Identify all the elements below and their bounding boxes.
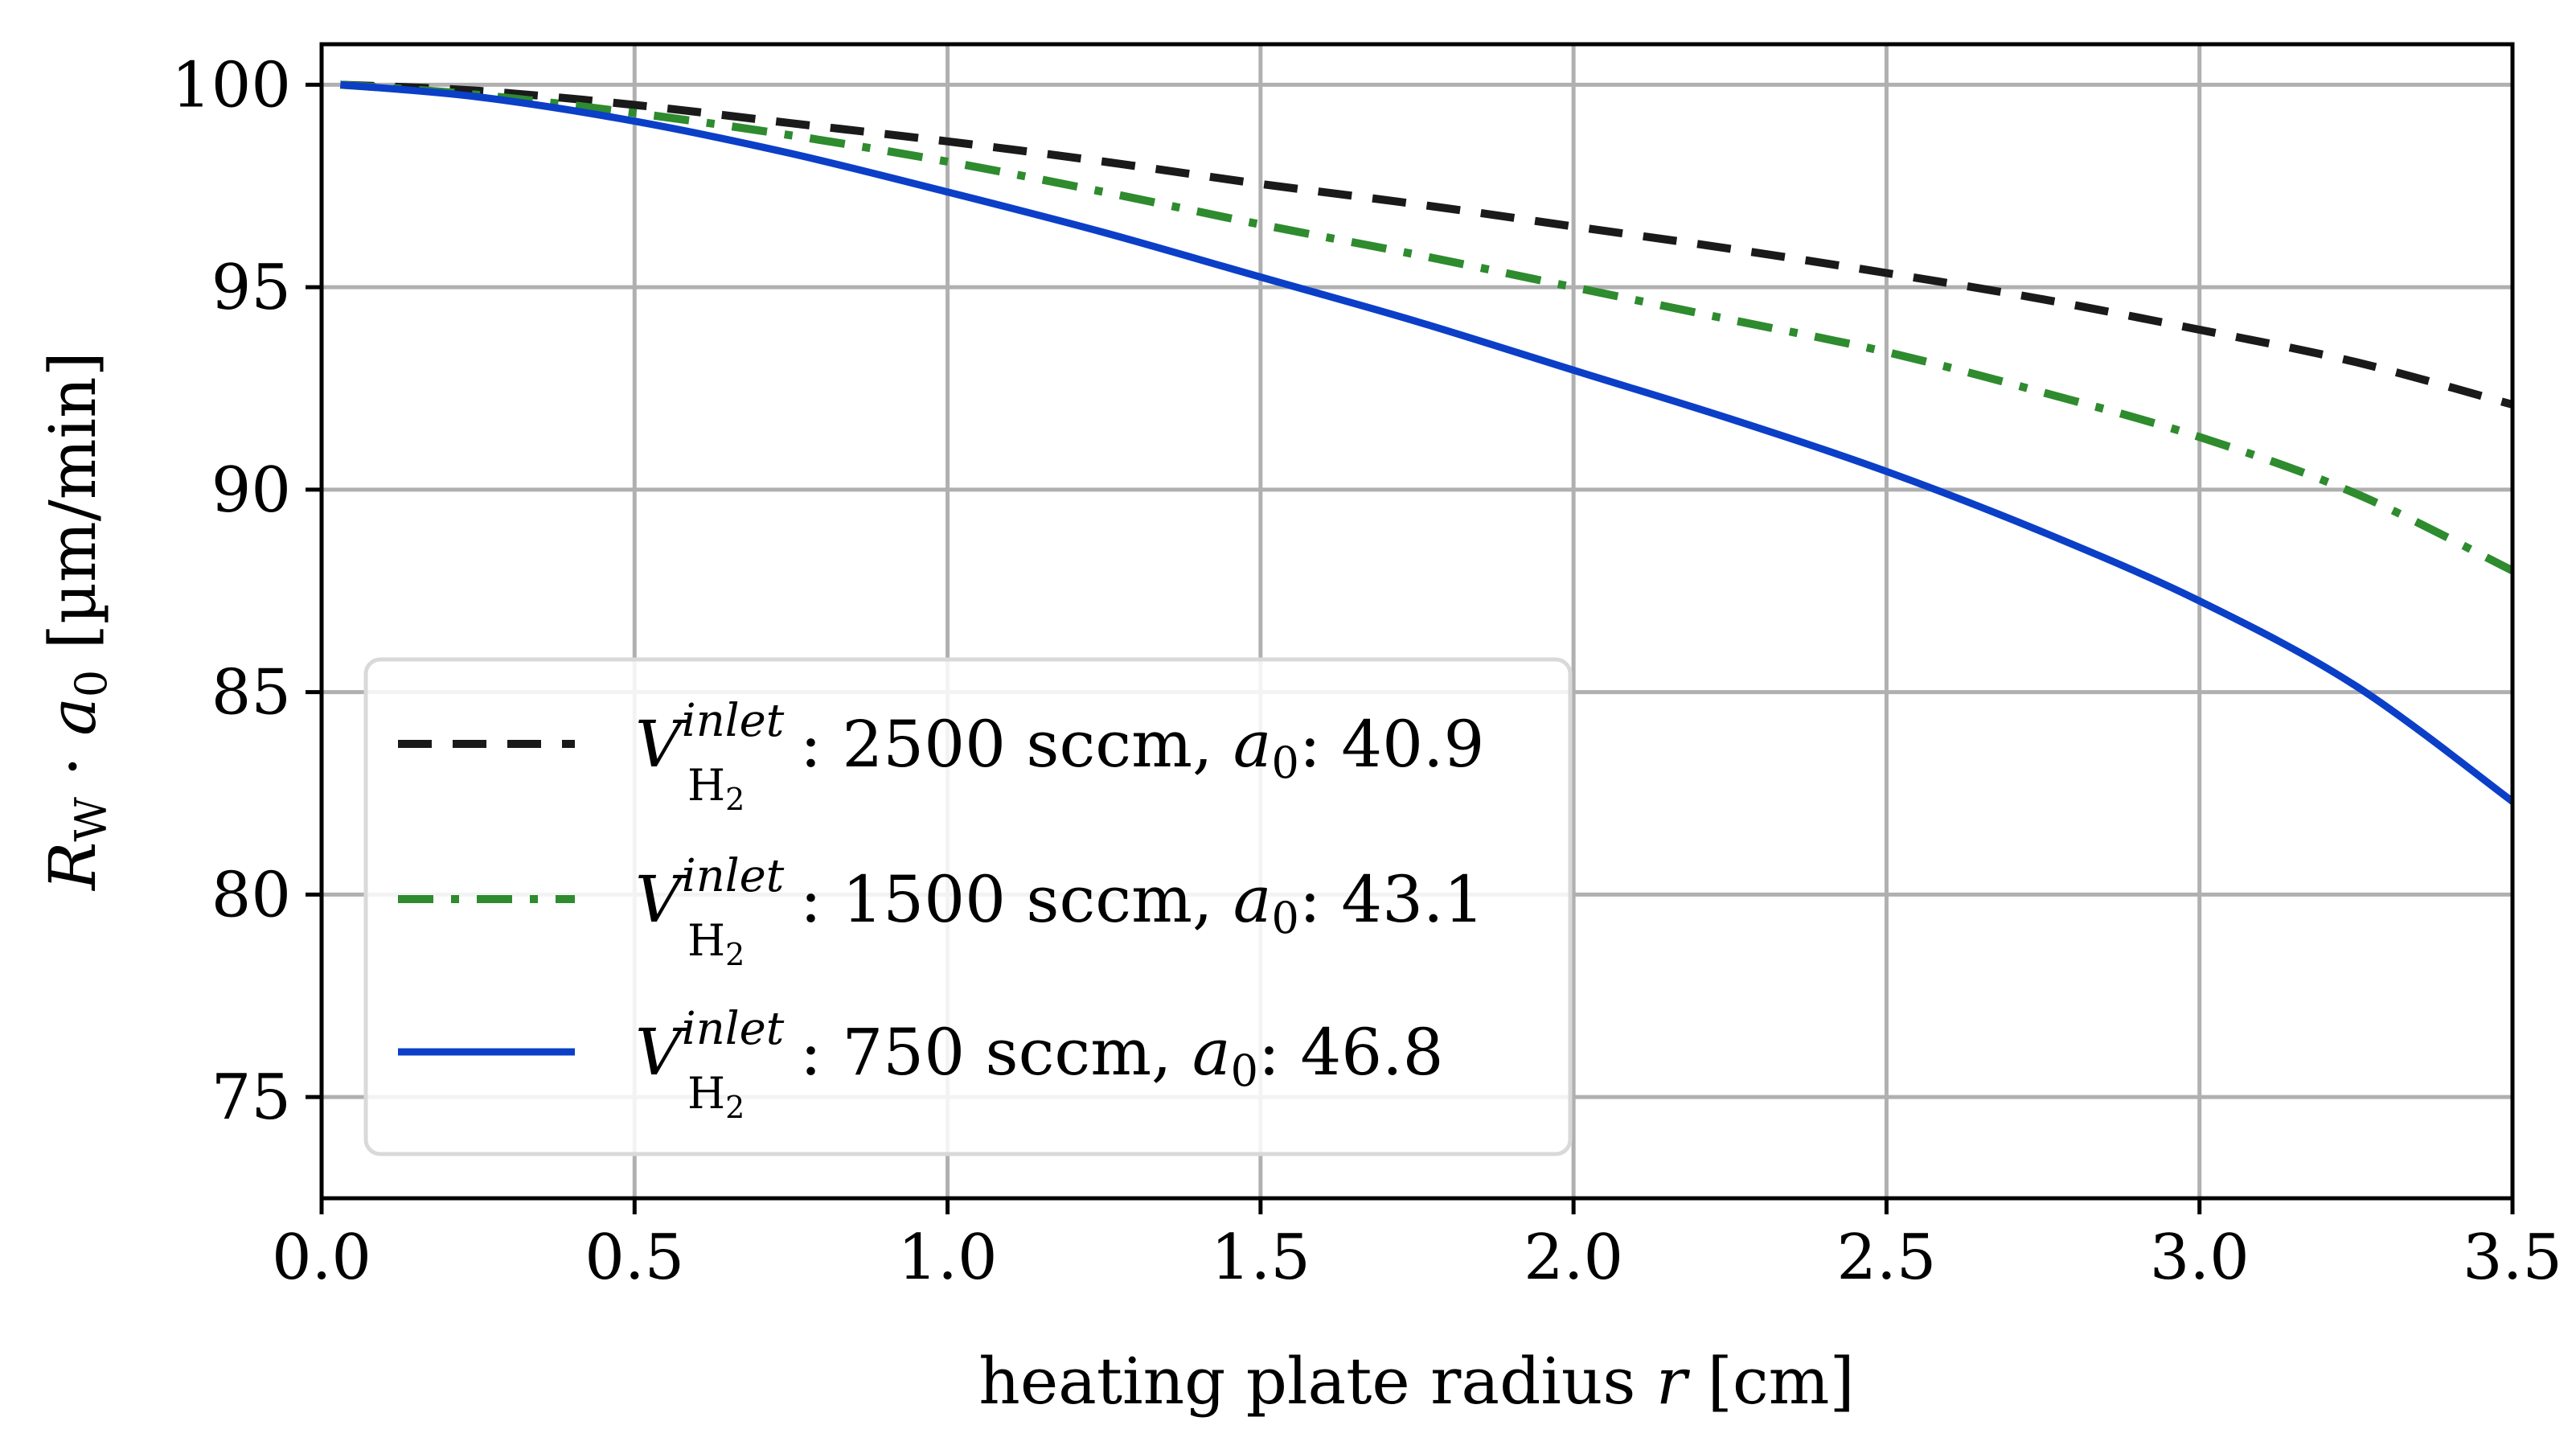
series-line-750	[340, 80, 2515, 805]
x-axis-label-var: r	[1656, 1344, 1691, 1419]
legend-entry-2500: Vinlet H2: 2500 sccm, a0: 40.9	[635, 695, 1484, 817]
x-tick-label: 2.5	[1836, 1222, 1936, 1294]
legend-a-index: 0	[1272, 893, 1299, 943]
legend-a-colon: :	[1299, 707, 1341, 782]
x-axis-label: heating plate radius r [cm]	[978, 1344, 1854, 1419]
legend-symbol-v: V	[635, 707, 687, 782]
legend-a-symbol: a	[1233, 707, 1272, 782]
y-tick-label: 75	[211, 1062, 291, 1134]
x-tick-label: 3.0	[2150, 1222, 2250, 1294]
series-line-1500	[340, 80, 2515, 575]
legend-sub: H	[687, 1068, 725, 1119]
legend-a-colon: :	[1299, 862, 1341, 937]
x-tick-label: 1.0	[898, 1222, 998, 1294]
legend-sub-index: 2	[725, 937, 744, 972]
legend-sub-index: 2	[725, 1090, 744, 1125]
legend-symbol-v: V	[635, 1015, 687, 1090]
plot-frame	[319, 42, 2515, 1201]
y-axis-label-dot: ·	[35, 736, 110, 797]
legend-a0-value: 43.1	[1341, 862, 1484, 937]
y-tick-label: 80	[211, 859, 291, 931]
x-tick-label: 3.5	[2463, 1222, 2562, 1294]
legend-flow-value: 2500	[842, 707, 1006, 782]
series-layer	[340, 80, 2515, 805]
legend-a-index: 0	[1272, 737, 1299, 788]
y-axis-label-a: a	[35, 697, 110, 736]
x-tick-label: 0.0	[272, 1222, 371, 1294]
legend-sub-index: 2	[725, 782, 744, 817]
y-axis-label-R-sub: W	[66, 797, 117, 842]
x-tick-label: 2.0	[1524, 1222, 1623, 1294]
y-axis-label-unit: [µm/min]	[35, 351, 110, 670]
x-tick-label: 0.5	[585, 1222, 684, 1294]
legend: Vinlet H2: 2500 sccm, a0: 40.9 Vinlet H2: …	[363, 657, 1573, 1156]
y-tick-label: 95	[211, 252, 291, 324]
ticks: 0.0 0.5 1.0 1.5 2.0 2.5 3.0 3.5 75 80 85 90 95 100	[171, 49, 2562, 1294]
legend-entry-1500: Vinlet H2: 1500 sccm, a0: 43.1	[635, 850, 1484, 972]
x-tick-label: 1.5	[1211, 1222, 1311, 1294]
x-axis-label-pre: heating plate radius	[978, 1344, 1656, 1419]
y-axis-label: RW · a0 [µm/min]	[35, 351, 117, 892]
legend-colon: :	[800, 1015, 842, 1090]
legend-symbol-v: V	[635, 862, 687, 937]
legend-a0-value: 40.9	[1341, 707, 1484, 782]
legend-sub: H	[687, 915, 725, 966]
legend-a-symbol: a	[1192, 1015, 1231, 1090]
legend-flow-value: 750	[842, 1015, 965, 1090]
legend-box	[363, 657, 1573, 1156]
legend-a-colon: :	[1258, 1015, 1300, 1090]
x-axis-label-post: [cm]	[1687, 1344, 1855, 1419]
legend-colon: :	[800, 862, 842, 937]
legend-sup: inlet	[682, 1003, 785, 1055]
legend-flow-unit: sccm,	[1006, 707, 1233, 782]
legend-a-symbol: a	[1233, 862, 1272, 937]
legend-a-index: 0	[1231, 1045, 1258, 1096]
legend-a0-value: 46.8	[1300, 1015, 1443, 1090]
y-tick-label: 90	[211, 454, 291, 527]
legend-sup: inlet	[682, 850, 785, 902]
legend-sup: inlet	[682, 695, 785, 747]
y-axis-label-R: R	[35, 842, 110, 892]
series-line-2500	[340, 80, 2514, 409]
legend-sub: H	[687, 760, 725, 811]
legend-colon: :	[800, 707, 842, 782]
y-tick-label: 85	[211, 657, 291, 729]
y-tick-label: 100	[171, 49, 291, 121]
y-axis-label-a-sub: 0	[66, 670, 117, 697]
legend-flow-unit: sccm,	[1006, 862, 1233, 937]
legend-flow-unit: sccm,	[965, 1015, 1192, 1090]
legend-flow-value: 1500	[842, 862, 1006, 937]
legend-entry-750: Vinlet H2: 750 sccm, a0: 46.8	[635, 1003, 1443, 1125]
